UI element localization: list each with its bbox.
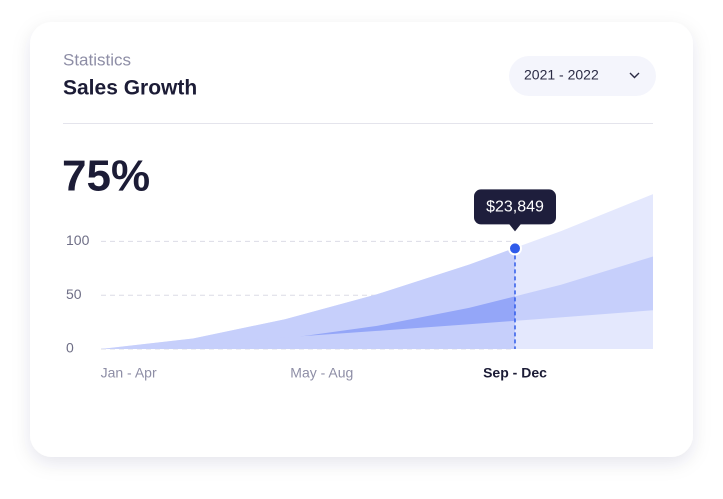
y-tick-label: 0 [66, 340, 74, 356]
x-tick-label: Sep - Dec [483, 365, 547, 381]
y-tick-label: 50 [66, 286, 82, 302]
subtitle: Statistics [63, 50, 131, 69]
tooltip-pointer [509, 223, 521, 232]
dropdown-label[interactable]: 2021 - 2022 [524, 67, 599, 83]
chart-title: Sales Growth [63, 77, 197, 100]
dropdown-bg[interactable] [509, 56, 656, 96]
area-highlight [101, 320, 515, 349]
tooltip-label: $23,849 [486, 199, 544, 216]
x-tick-label: Jan - Apr [101, 365, 157, 381]
tooltip-bg [474, 189, 556, 225]
period-dropdown[interactable]: 2021 - 2022 [509, 56, 656, 96]
chevron[interactable] [629, 72, 640, 79]
headline: 75% [62, 152, 150, 201]
x-tick-label: May - Aug [290, 365, 353, 381]
y-tick-label: 100 [66, 232, 90, 248]
highlight-point [508, 241, 522, 256]
